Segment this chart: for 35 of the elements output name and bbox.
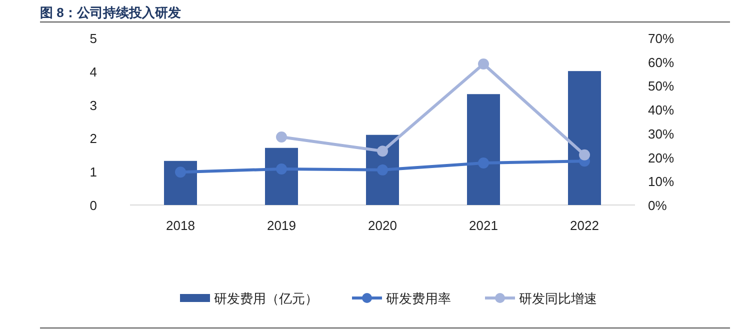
y2-tick-label: 0% xyxy=(648,198,668,213)
point xyxy=(276,132,287,143)
y-tick-label: 2 xyxy=(90,131,97,146)
point xyxy=(478,158,489,169)
y-tick-label: 5 xyxy=(90,31,97,46)
y-tick-label: 0 xyxy=(90,198,97,213)
bar xyxy=(164,160,197,205)
x-tick-label: 2021 xyxy=(469,218,498,233)
point xyxy=(377,164,388,176)
y2-tick-label: 50% xyxy=(648,78,674,94)
bar xyxy=(265,148,298,205)
bar xyxy=(467,94,500,205)
y2-tick-label: 40% xyxy=(648,102,674,118)
legend-label: 研发费用率 xyxy=(386,291,451,306)
y-tick-label: 4 xyxy=(90,64,97,80)
point xyxy=(175,166,186,178)
y2-tick-label: 20% xyxy=(648,150,674,166)
y-tick-label: 3 xyxy=(90,98,97,113)
y2-tick-label: 70% xyxy=(648,31,674,46)
x-tick-label: 2020 xyxy=(368,218,397,233)
legend-label: 研发费用（亿元） xyxy=(214,291,318,306)
y2-tick-label: 60% xyxy=(648,54,674,70)
legend-label: 研发同比增速 xyxy=(519,291,597,306)
bar xyxy=(568,71,601,205)
point xyxy=(579,149,590,160)
point xyxy=(478,58,489,70)
y2-tick-label: 10% xyxy=(648,174,674,190)
x-tick-label: 2022 xyxy=(570,218,599,233)
x-tick-label: 2018 xyxy=(166,218,195,233)
y2-tick-label: 30% xyxy=(648,126,674,142)
point xyxy=(276,163,287,174)
point xyxy=(377,146,388,157)
x-tick-label: 2019 xyxy=(267,218,296,233)
chart-title: 图 8：公司持续投入研发 xyxy=(40,5,181,20)
y-tick-label: 1 xyxy=(90,164,97,180)
